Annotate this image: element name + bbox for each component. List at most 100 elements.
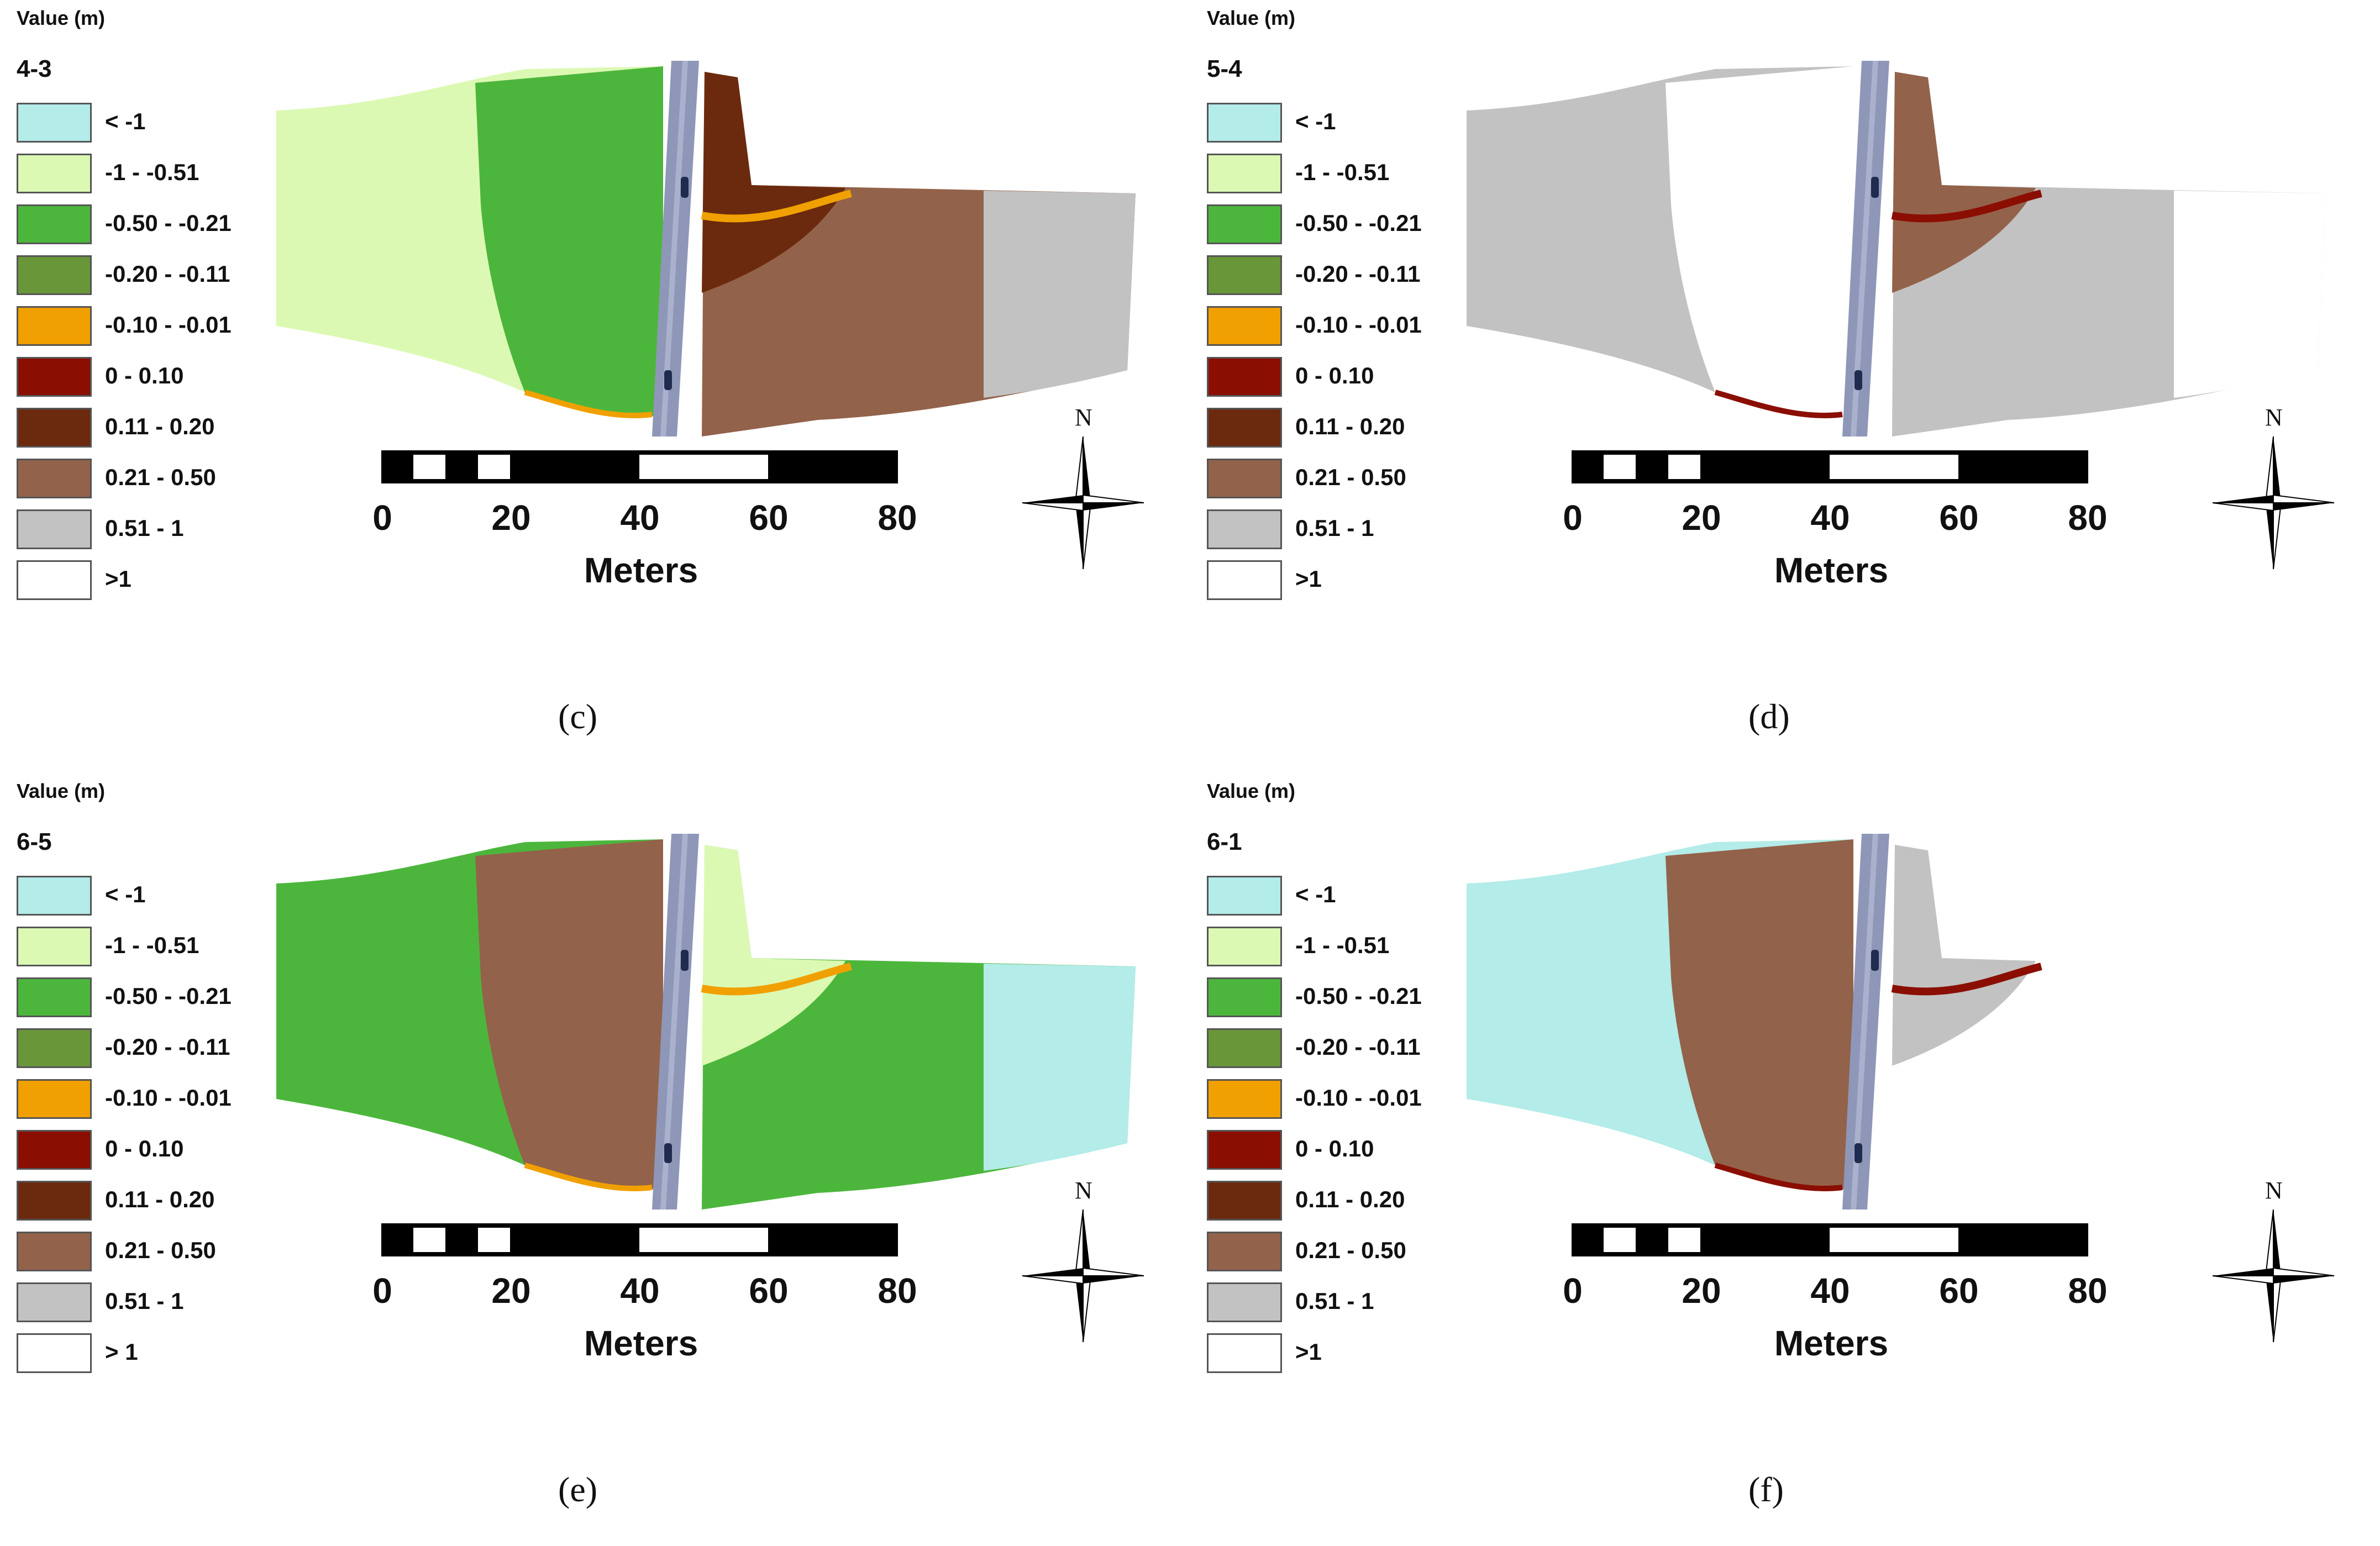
legend-swatch [1207,1282,1282,1322]
vehicle-icon [664,370,672,390]
layer-name: 6-5 [17,828,52,855]
legend-label: -0.10 - -0.01 [105,1085,232,1111]
legend-title: Value (m) [1207,780,1296,802]
north-arrow-icon [2207,403,2340,575]
scale-tick-label: 20 [1682,498,1721,538]
scale-tick-label: 40 [620,1271,660,1311]
legend-swatch [1207,1333,1282,1373]
scale-bar [381,1223,898,1256]
legend-label: -0.50 - -0.21 [1295,983,1422,1009]
legend-label: 0.51 - 1 [105,1288,184,1314]
scale-bar [381,450,898,483]
vehicle-icon [1854,1143,1862,1163]
vehicle-icon [1871,177,1879,198]
legend-label: -0.20 - -0.11 [105,1034,230,1060]
legend-label: 0.11 - 0.20 [105,413,215,439]
legend-label: -1 - -0.51 [105,159,199,185]
legend-label: -0.50 - -0.21 [105,983,232,1009]
legend-label: < -1 [1295,108,1336,134]
scale-tick-label: 60 [1939,498,1979,538]
legend-swatch [17,154,92,193]
scale-unit: Meters [584,550,698,590]
scale-tick-label: 0 [1563,498,1583,538]
legend-label: >1 [105,566,132,592]
panel-caption: (f) [1748,1470,1784,1509]
legend-swatch [17,204,92,244]
scale-tick-label: 0 [372,1271,392,1311]
scale-bar [1572,1223,2088,1256]
scale-tick-label: 40 [1810,1271,1850,1311]
legend-label: < -1 [105,108,146,134]
legend-label: 0 - 0.10 [1295,362,1374,388]
map-panel-4-3: Value (m) 4-3 < -1 -1 - -0.51 -0.50 - -0.21 -… [0,0,1190,773]
legend-swatch [17,459,92,498]
legend-swatch [1207,1181,1282,1221]
legend-swatch [17,1130,92,1170]
layer-name: 4-3 [17,55,52,82]
legend-swatch [1207,1130,1282,1170]
north-label: N [2265,1177,2283,1204]
near-bridge-zone [1666,66,1853,418]
legend-swatch [17,560,92,600]
scale-tick-label: 40 [620,498,660,538]
scale-unit: Meters [1774,550,1889,590]
scale-tick-label: 20 [491,1271,531,1311]
legend-swatch [1207,103,1282,143]
legend-swatch [17,1232,92,1271]
scale-tick-label: 60 [749,498,789,538]
legend-swatch [1207,927,1282,966]
legend-swatch [17,357,92,397]
legend-swatch [17,306,92,346]
legend-label: -0.10 - -0.01 [1295,1085,1422,1111]
legend-swatch [1207,1232,1282,1271]
map-panel-5-4: Value (m) 5-4 < -1 -1 - -0.51 -0.50 - -0.21 -… [1190,0,2380,773]
scale-tick-label: 40 [1810,498,1850,538]
scale-tick-label: 0 [1563,1271,1583,1311]
legend-swatch [1207,357,1282,397]
legend-swatch [17,1028,92,1068]
scale-tick-label: 80 [878,1271,917,1311]
legend-label: -1 - -0.51 [1295,159,1390,185]
legend-swatch [1207,1079,1282,1119]
legend-label: -0.20 - -0.11 [1295,1034,1421,1060]
legend-swatch [17,509,92,549]
legend-label: 0.51 - 1 [1295,1288,1374,1314]
legend-swatch [17,1333,92,1373]
north-arrow-icon [2207,1176,2340,1348]
legend-swatch [1207,876,1282,916]
legend-swatch [17,927,92,966]
vehicle-icon [681,950,689,971]
legend-label: -0.50 - -0.21 [1295,210,1422,236]
difference-map [265,61,1138,459]
scale-tick-label: 80 [2068,1271,2108,1311]
legend-swatch [17,103,92,143]
legend-swatch [1207,459,1282,498]
legend-swatch [17,977,92,1017]
legend-label: 0.51 - 1 [1295,515,1374,541]
legend-label: -0.10 - -0.01 [1295,312,1422,338]
near-bridge-zone [475,839,663,1191]
legend-label: 0.21 - 0.50 [105,464,216,490]
legend-label: -1 - -0.51 [105,932,199,958]
legend-swatch [1207,306,1282,346]
legend-label: 0 - 0.10 [1295,1135,1374,1161]
scale-tick-label: 60 [749,1271,789,1311]
difference-map [1456,834,2329,1232]
near-bridge-zone [475,66,663,418]
legend-swatch [1207,509,1282,549]
scale-unit: Meters [1774,1323,1889,1363]
legend-swatch [1207,1028,1282,1068]
map-panel-6-1: Value (m) 6-1 < -1 -1 - -0.51 -0.50 - -0.21 -… [1190,773,2380,1546]
legend-swatch [17,1079,92,1119]
legend-label: >1 [1295,566,1322,592]
legend-label: 0.11 - 0.20 [1295,1186,1405,1212]
legend-label: -0.20 - -0.11 [1295,261,1421,287]
vehicle-icon [681,177,689,198]
legend-label: 0.51 - 1 [105,515,184,541]
legend-swatch [1207,154,1282,193]
legend-swatch [17,255,92,295]
scale-tick-label: 80 [2068,498,2108,538]
scale-tick-label: 20 [491,498,531,538]
legend-title: Value (m) [17,7,106,29]
